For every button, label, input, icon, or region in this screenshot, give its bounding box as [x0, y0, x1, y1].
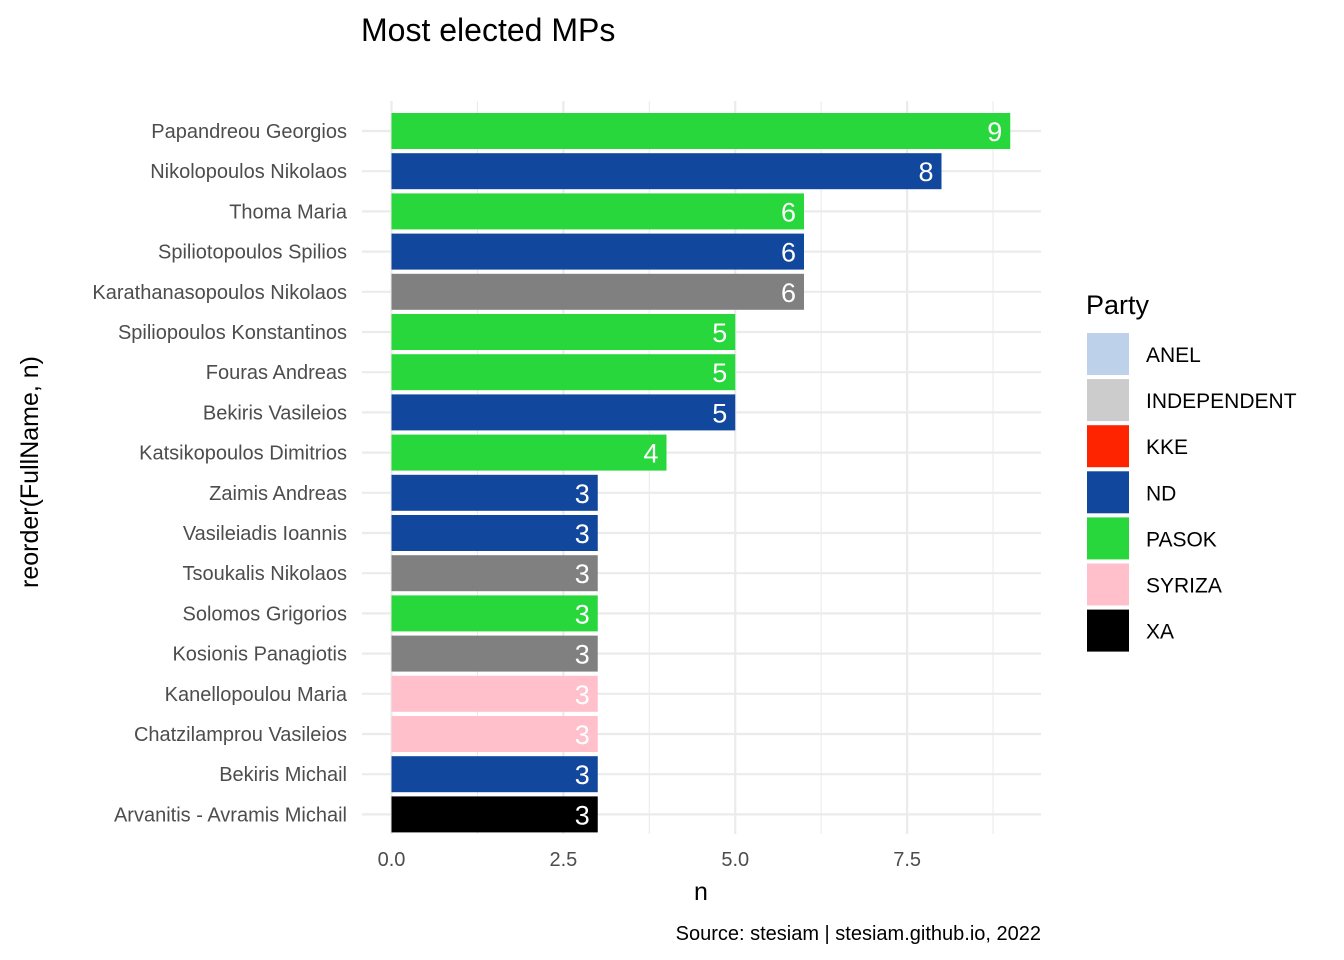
legend: Party ANEL INDEPENDENT KKE ND PASOK SYRIZA XA — [1086, 290, 1297, 652]
legend-swatch — [1087, 517, 1129, 560]
y-tick-label: Nikolopoulos Nikolaos — [150, 161, 347, 183]
x-tick-label: 2.5 — [549, 849, 577, 871]
bar-value-label: 5 — [712, 398, 727, 428]
bar-value-label: 9 — [987, 117, 1002, 147]
bar — [391, 113, 1011, 149]
y-tick-label: Zaimis Andreas — [209, 483, 347, 505]
bar-value-label: 3 — [575, 640, 590, 670]
bar-value-label: 3 — [575, 519, 590, 549]
legend-label: SYRIZA — [1146, 575, 1222, 598]
legend-label: XA — [1146, 621, 1174, 644]
bar — [391, 796, 598, 833]
bar — [391, 555, 598, 592]
bar-value-label: 3 — [575, 559, 590, 589]
y-tick-label: Fouras Andreas — [206, 362, 347, 384]
legend-label: PASOK — [1146, 528, 1217, 551]
bar — [391, 515, 598, 551]
bar-value-label: 3 — [575, 760, 590, 790]
bar-value-label: 3 — [575, 599, 590, 629]
x-tick-label: 5.0 — [721, 849, 749, 871]
legend-swatch — [1087, 609, 1129, 652]
legend-label: ANEL — [1146, 344, 1201, 367]
legend-label: ND — [1146, 482, 1176, 505]
y-tick-label: Papandreou Georgios — [151, 121, 347, 143]
bar — [391, 675, 598, 712]
bar — [391, 756, 598, 793]
legend-title: Party — [1086, 290, 1150, 320]
bar-value-label: 6 — [781, 278, 796, 308]
bar-value-label: 3 — [575, 800, 590, 830]
x-axis-title: n — [694, 878, 708, 906]
bar — [391, 635, 598, 672]
y-tick-label: Kosionis Panagiotis — [172, 644, 347, 666]
bar — [391, 354, 736, 391]
y-tick-labels: Papandreou Georgios Nikolopoulos Nikolaos… — [92, 121, 347, 826]
legend-swatch — [1087, 333, 1129, 375]
x-tick-label: 0.0 — [378, 849, 406, 871]
y-tick-label: Bekiris Vasileios — [203, 402, 347, 424]
y-tick-label: Spiliopoulos Konstantinos — [118, 322, 347, 344]
chart-title: Most elected MPs — [361, 12, 615, 48]
y-tick-label: Kanellopoulou Maria — [165, 684, 348, 706]
legend-swatch — [1087, 563, 1129, 606]
bar — [391, 193, 804, 230]
bar — [391, 153, 942, 190]
bar — [391, 595, 598, 632]
bar — [391, 273, 804, 310]
bar — [391, 716, 598, 752]
bar — [391, 314, 736, 350]
bar-value-label: 3 — [575, 479, 590, 509]
y-tick-label: Vasileiadis Ioannis — [183, 523, 347, 545]
chart-caption: Source: stesiam | stesiam.github.io, 202… — [676, 923, 1041, 945]
y-tick-label: Solomos Grigorios — [182, 603, 347, 625]
x-tick-label: 7.5 — [893, 849, 921, 871]
y-tick-label: Katsikopoulos Dimitrios — [139, 443, 347, 465]
bar-value-label: 3 — [575, 720, 590, 750]
bar-value-label: 4 — [643, 439, 658, 469]
bar-value-label: 5 — [712, 358, 727, 388]
bar-value-label: 6 — [781, 197, 796, 227]
bar-value-label: 3 — [575, 680, 590, 710]
legend-swatch — [1087, 471, 1129, 514]
bar — [391, 474, 598, 511]
bar-value-label: 5 — [712, 318, 727, 348]
y-tick-label: Arvanitis - Avramis Michail — [114, 804, 347, 826]
x-tick-labels: 0.0 2.5 5.0 7.5 — [378, 849, 921, 871]
y-tick-label: Spiliotopoulos Spilios — [158, 242, 347, 264]
bar-value-label: 6 — [781, 238, 796, 268]
bar — [391, 434, 667, 471]
y-tick-label: Tsoukalis Nikolaos — [182, 563, 347, 585]
bar — [391, 394, 736, 431]
bars: 9 8 6 6 6 5 5 5 4 3 3 3 3 3 3 3 3 3 — [391, 113, 1011, 833]
y-tick-label: Thoma Maria — [229, 201, 348, 223]
legend-swatch — [1087, 379, 1129, 422]
legend-label: KKE — [1146, 436, 1188, 459]
bar — [391, 233, 804, 270]
legend-swatch — [1087, 425, 1129, 468]
y-axis-title: reorder(FullName, n) — [16, 356, 44, 588]
y-tick-label: Chatzilamprou Vasileios — [134, 724, 347, 746]
y-tick-label: Karathanasopoulos Nikolaos — [92, 282, 347, 304]
legend-label: INDEPENDENT — [1146, 390, 1297, 413]
y-tick-label: Bekiris Michail — [219, 764, 347, 786]
bar-value-label: 8 — [918, 157, 933, 187]
